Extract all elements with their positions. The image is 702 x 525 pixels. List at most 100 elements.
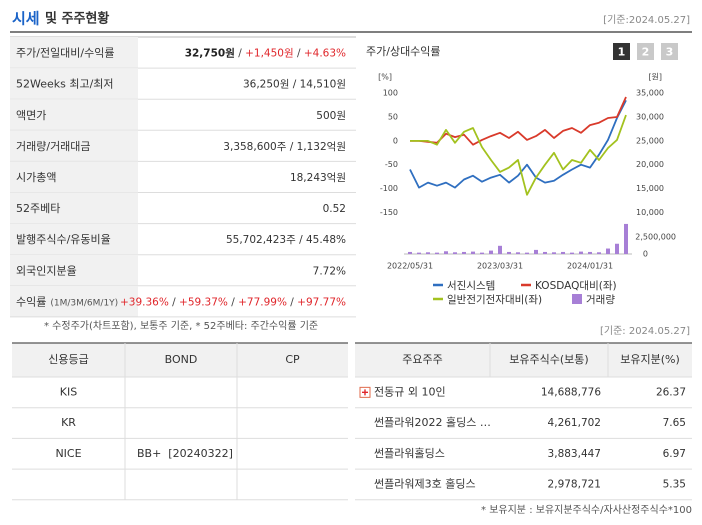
volume-bar [624, 223, 628, 254]
column-header: 신용등급 [48, 353, 88, 366]
column-header: BOND [165, 353, 198, 366]
row-label: 수익률 (1M/3M/6M/1Y) [16, 295, 118, 308]
holder-name: 썬플라워제3호 홀딩스 [374, 477, 476, 490]
row-label: 외국인지분율 [16, 264, 77, 277]
label-cell [10, 161, 138, 193]
quote-table: 주가/전일대비/수익률 32,750원 / +1,450원 / +4.63% 52W… [10, 36, 356, 318]
value-part: / [294, 48, 304, 60]
row-label: 액면가 [16, 109, 46, 122]
y2-tick-label: 15,000 [636, 184, 664, 193]
volume-bar [543, 251, 547, 254]
series-line [410, 114, 627, 196]
chart-tab-label[interactable]: 1 [618, 46, 626, 59]
holder-pct: 7.65 [663, 417, 686, 429]
value-part: 0.52 [323, 203, 346, 215]
row-label: 52Weeks 최고/최저 [16, 78, 114, 91]
title: 및 주주현황 [45, 11, 109, 27]
holder-name: 썬플라워홀딩스 [374, 447, 445, 460]
label-cell [10, 37, 138, 69]
holder-shares: 2,978,721 [548, 478, 601, 490]
row-value: 3,358,600주 / 1,132억원 [223, 141, 346, 153]
column-header: CP [285, 353, 300, 366]
value-part: +59.37% [179, 296, 228, 308]
title-highlight: 시세 [12, 10, 40, 28]
label-text: 52주베타 [16, 202, 60, 215]
value-part: / [287, 296, 297, 308]
value-part: / [235, 48, 245, 60]
row-label: 주가/전일대비/수익률 [16, 46, 115, 60]
volume-bar [525, 252, 529, 254]
label-cell [10, 254, 138, 286]
legend-label: KOSDAQ대비(좌) [535, 280, 617, 292]
date: [기준: 2024.05.27] [600, 325, 690, 337]
volume-bar [597, 252, 601, 254]
volume-bar [435, 252, 439, 254]
y-tick-label: 100 [383, 89, 398, 98]
column-header: 주요주주 [402, 353, 442, 366]
holder-name: 전동규 외 10인 [374, 385, 446, 398]
row-value: 32,750원 / +1,450원 / +4.63% [185, 47, 346, 60]
value-part: / [228, 296, 238, 308]
value-part: 55,702,423주 / 45.48% [226, 234, 346, 246]
row-label: 시가총액 [16, 171, 56, 184]
expand-icon[interactable] [362, 389, 368, 396]
y-tick-label: 0 [393, 136, 398, 145]
cell: KIS [60, 385, 77, 398]
value-part: 3,358,600주 / 1,132억원 [223, 141, 346, 153]
row-value: 0.52 [323, 203, 346, 215]
row-label: 발행주식수/유동비율 [16, 233, 111, 246]
y-tick-label: 50 [388, 113, 398, 122]
header-row [355, 343, 692, 377]
cell: KR [61, 416, 76, 429]
value-part: 7.72% [313, 265, 346, 277]
value-part: 18,243억원 [290, 172, 346, 184]
chart-tab-label[interactable]: 3 [666, 46, 674, 59]
label-cell [10, 192, 138, 224]
row-value: +39.36% / +59.37% / +77.99% / +97.77% [120, 296, 346, 308]
chart-tab-label[interactable]: 2 [642, 46, 650, 59]
volume-bar [480, 252, 484, 254]
y2-tick-label: 35,000 [636, 89, 664, 98]
volume-bar [426, 252, 430, 254]
volume-bar [417, 252, 421, 254]
legend-label: 거래량 [586, 294, 615, 306]
cell: NICE [55, 447, 81, 460]
label-text: 수익률 [16, 295, 46, 308]
x-tick-label: 2022/05/31 [387, 262, 433, 271]
volume-bar [552, 252, 556, 254]
volume-bar [507, 251, 511, 254]
label-text: 주가/전일대비/수익률 [16, 46, 115, 60]
value-part: +39.36% [120, 296, 169, 308]
right-unit: [원] [648, 73, 662, 82]
series-line [409, 99, 627, 189]
volume-tick-label: 0 [643, 250, 648, 259]
date: [기준:2024.05.27] [603, 14, 690, 26]
label-cell [10, 130, 138, 162]
holder-pct: 5.35 [663, 478, 686, 490]
chart-tab[interactable] [613, 43, 630, 60]
y2-tick-label: 25,000 [636, 136, 664, 145]
holder-shares: 3,883,447 [548, 448, 601, 460]
chart-tab[interactable] [661, 43, 678, 60]
shareholder-table: 주요주주 보유주식수(보통) 보유지분(%) 전동규 외 10인 14,688,776 2… [355, 342, 692, 501]
label-text: 액면가 [16, 109, 46, 122]
chart-tab[interactable] [637, 43, 654, 60]
column-header: 보유지분(%) [620, 353, 680, 366]
label-cell [10, 223, 138, 255]
volume-bar [462, 251, 466, 254]
y-tick-label: -150 [380, 208, 398, 217]
row-label: 52주베타 [16, 202, 60, 215]
value-part: 32,750원 [185, 47, 235, 60]
header-row [12, 343, 348, 377]
label-text: 거래량/거래대금 [16, 140, 91, 153]
volume-bar [453, 252, 457, 254]
legend-label: 서진시스템 [447, 280, 495, 292]
value-part: +1,450원 [245, 48, 294, 60]
row-value: 55,702,423주 / 45.48% [226, 234, 346, 246]
y2-tick-label: 30,000 [636, 113, 664, 122]
volume-tick-label: 2,500,000 [635, 232, 676, 241]
volume-bar [561, 251, 565, 254]
volume-bar [489, 250, 493, 254]
y-tick-label: -50 [385, 160, 398, 169]
